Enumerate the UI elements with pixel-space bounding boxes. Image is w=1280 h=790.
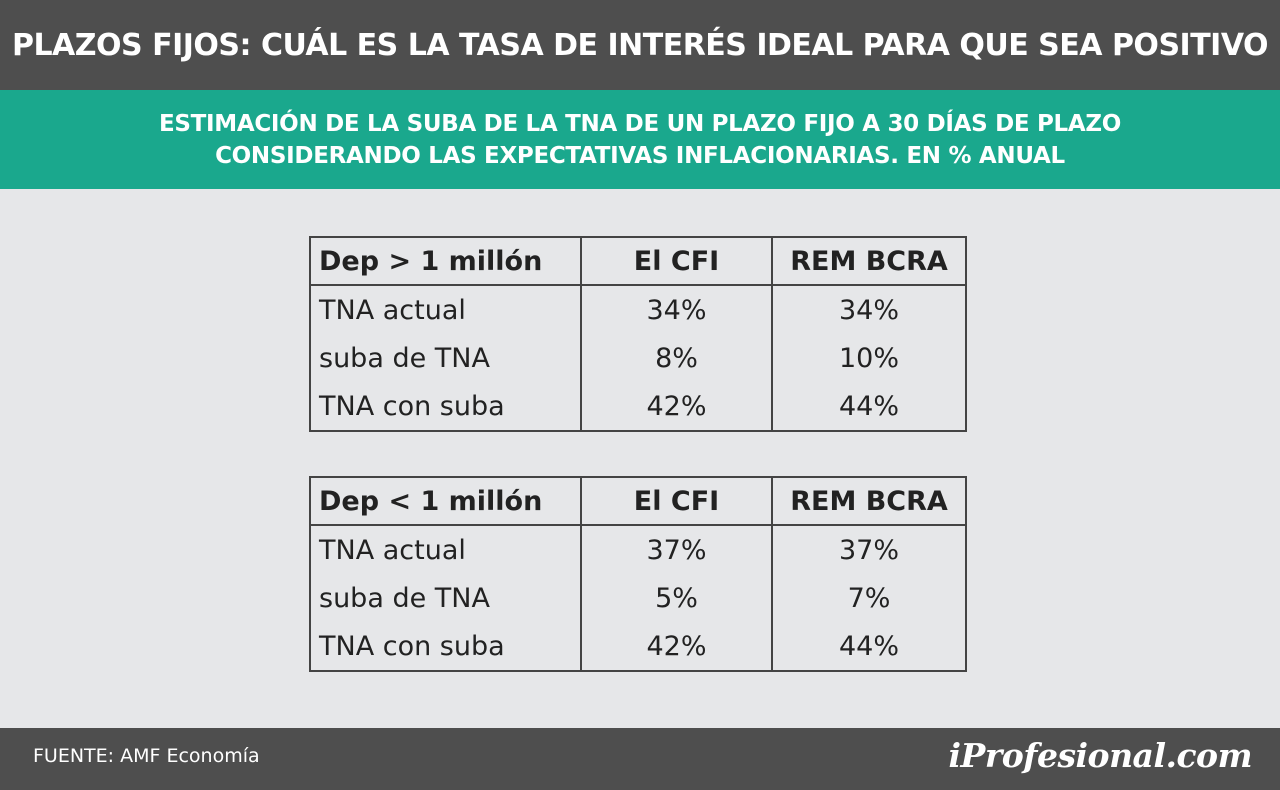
subtitle-line-1: ESTIMACIÓN DE LA SUBA DE LA TNA DE UN PL…: [158, 110, 1122, 137]
table-cell: 34%: [580, 285, 772, 334]
row-label: suba de TNA: [309, 334, 581, 382]
table-header-row: Dep > 1 millón El CFI REM BCRA: [309, 236, 967, 286]
column-header: El CFI: [580, 476, 773, 526]
table-row: TNA actual 37% 37%: [309, 525, 967, 574]
table-header-row: Dep < 1 millón El CFI REM BCRA: [309, 476, 967, 526]
table-cell: 44%: [771, 622, 967, 672]
subtitle-line-2: CONSIDERANDO LAS EXPECTATIVAS INFLACIONA…: [215, 142, 1065, 169]
table-cell: 42%: [580, 382, 772, 432]
table-cell: 8%: [580, 334, 772, 382]
source-note: FUENTE: AMF Economía: [33, 745, 260, 767]
page-title: PLAZOS FIJOS: CUÁL ES LA TASA DE INTERÉS…: [11, 27, 1269, 63]
table-row: suba de TNA 5% 7%: [309, 574, 967, 622]
column-header: El CFI: [580, 236, 773, 286]
table-cell: 37%: [580, 525, 772, 574]
row-label: TNA con suba: [309, 382, 581, 432]
row-label: TNA actual: [309, 285, 581, 334]
table-cell: 34%: [771, 285, 967, 334]
table-cell: 37%: [771, 525, 967, 574]
footer-bar: FUENTE: AMF Economía iProfesional.com: [0, 728, 1280, 790]
table-deposits-over-1-million: Dep > 1 millón El CFI REM BCRA TNA actua…: [309, 236, 967, 432]
row-label: suba de TNA: [309, 574, 581, 622]
table-cell: 5%: [580, 574, 772, 622]
table-row: TNA con suba 42% 44%: [309, 382, 967, 432]
row-label: TNA con suba: [309, 622, 581, 672]
table-cell: 10%: [771, 334, 967, 382]
table-cell: 7%: [771, 574, 967, 622]
header-bar: PLAZOS FIJOS: CUÁL ES LA TASA DE INTERÉS…: [0, 0, 1280, 90]
table-deposits-under-1-million: Dep < 1 millón El CFI REM BCRA TNA actua…: [309, 476, 967, 672]
column-header: REM BCRA: [771, 476, 967, 526]
column-header: Dep < 1 millón: [309, 476, 582, 526]
table-cell: 44%: [771, 382, 967, 432]
row-label: TNA actual: [309, 525, 581, 574]
subtitle-bar: ESTIMACIÓN DE LA SUBA DE LA TNA DE UN PL…: [0, 90, 1280, 189]
table-row: TNA actual 34% 34%: [309, 285, 967, 334]
table-row: suba de TNA 8% 10%: [309, 334, 967, 382]
table-row: TNA con suba 42% 44%: [309, 622, 967, 672]
column-header: REM BCRA: [771, 236, 967, 286]
brand-logo: iProfesional.com: [948, 736, 1253, 775]
table-cell: 42%: [580, 622, 772, 672]
column-header: Dep > 1 millón: [309, 236, 582, 286]
